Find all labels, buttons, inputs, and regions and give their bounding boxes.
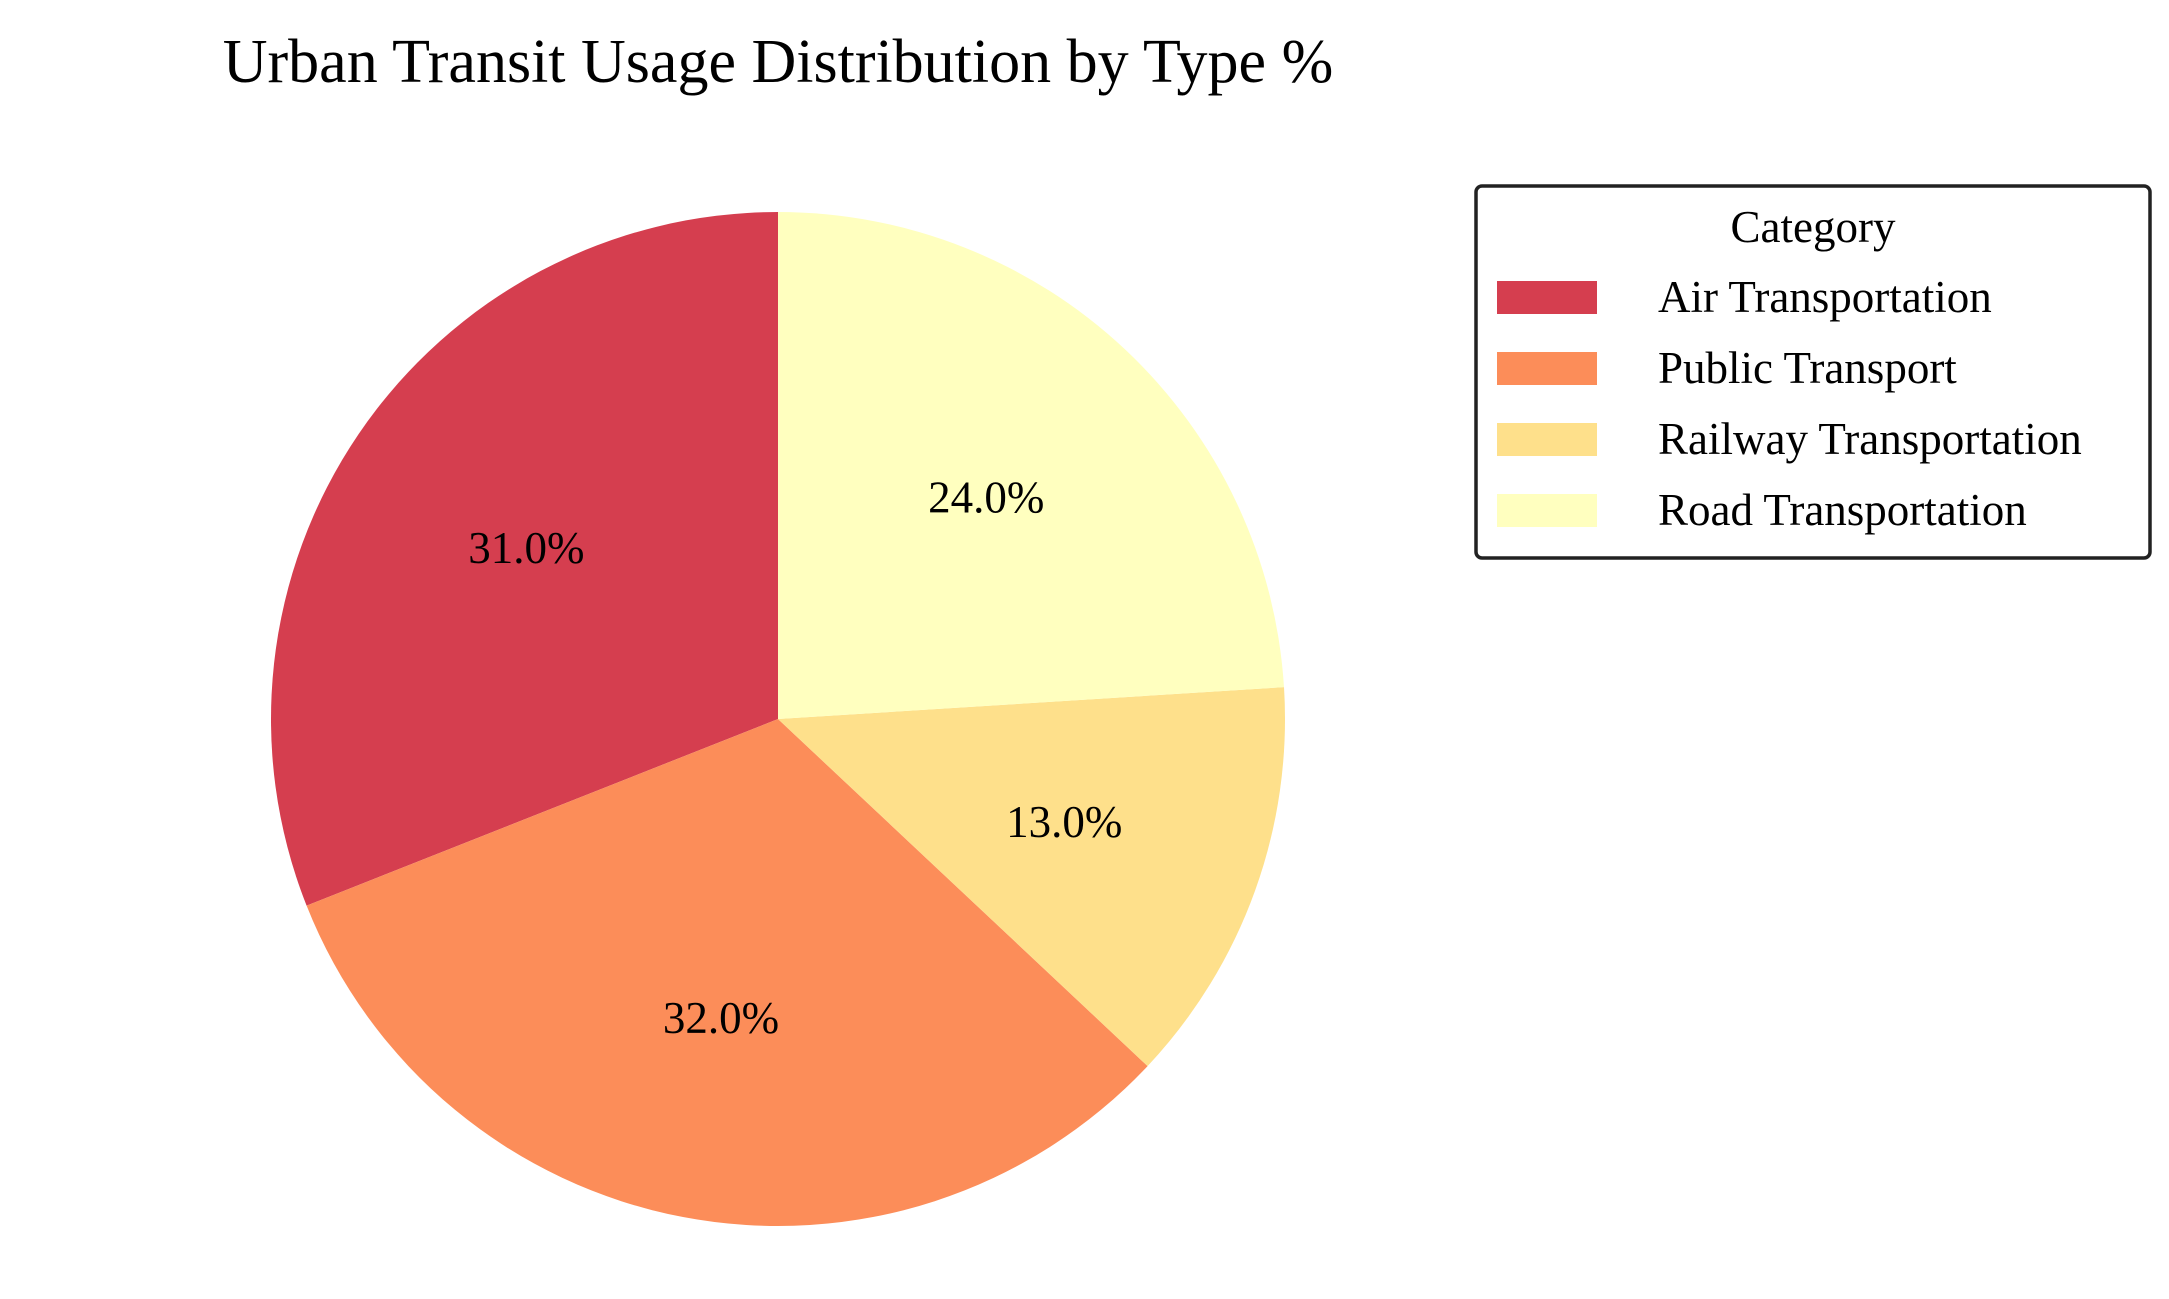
pie-value-label: 32.0% — [663, 993, 779, 1043]
pie-slice-railway-transportation — [778, 687, 1286, 1067]
legend-label: Railway Transportation — [1658, 414, 2082, 464]
pie-value-label: 13.0% — [1006, 797, 1122, 847]
legend-swatch — [1497, 494, 1597, 527]
legend-label: Air Transportation — [1658, 272, 1992, 322]
legend-swatch — [1497, 423, 1597, 456]
pie-value-labels: 31.0% 32.0% 13.0% 24.0% — [468, 472, 1122, 1043]
pie-value-label: 31.0% — [468, 523, 584, 573]
pie-value-label: 24.0% — [928, 472, 1044, 522]
pie-slice-road-transportation — [778, 212, 1284, 719]
pie-slices — [270, 212, 1286, 1227]
pie-slice-public-transport — [306, 719, 1148, 1227]
legend-swatch — [1497, 281, 1597, 314]
chart-title: Urban Transit Usage Distribution by Type… — [223, 28, 1333, 96]
pie-slice-air-transportation — [270, 212, 778, 906]
legend-label: Road Transportation — [1658, 485, 2027, 535]
legend-items: Air Transportation Public Transport Railwa… — [1497, 272, 2082, 535]
legend: Category Air Transportation Public Transp… — [1474, 184, 2152, 560]
legend-label: Public Transport — [1658, 343, 1957, 393]
legend-frame — [1474, 184, 2152, 560]
legend-title: Category — [1731, 202, 1896, 252]
legend-swatch — [1497, 352, 1597, 385]
